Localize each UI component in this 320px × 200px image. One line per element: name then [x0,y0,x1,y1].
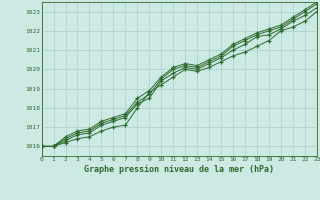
X-axis label: Graphe pression niveau de la mer (hPa): Graphe pression niveau de la mer (hPa) [84,165,274,174]
